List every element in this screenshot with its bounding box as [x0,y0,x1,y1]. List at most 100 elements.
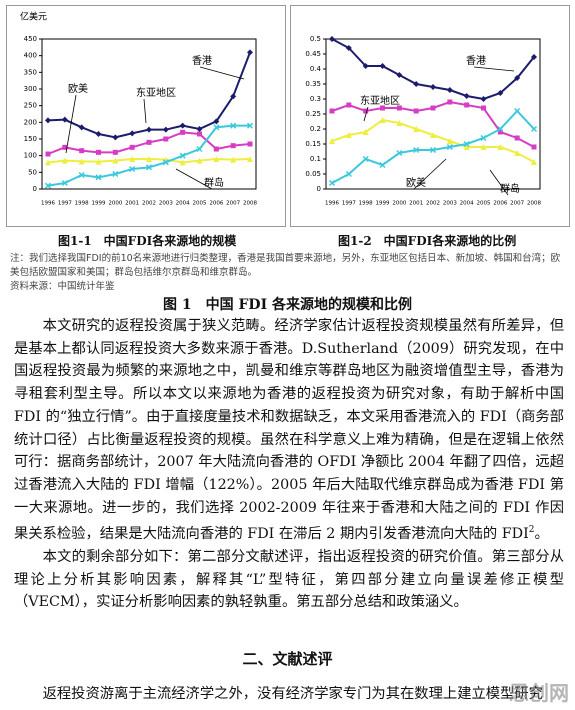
point [531,144,537,150]
point [230,93,237,100]
point [413,126,420,132]
point [446,138,453,144]
x-tick-label: 2001 [125,201,139,207]
annotation-arrow [199,66,245,80]
point [79,148,85,154]
point [446,143,453,151]
point [196,126,203,132]
point [96,149,101,155]
x-tick-label: 1997 [58,201,72,207]
point [497,125,504,133]
caption: 图1-1 中国FDI各来源地的规模 [58,234,237,248]
series-label: 香港 [466,55,486,67]
footnote-mark: 2 [528,525,535,536]
point [481,105,486,111]
point [45,151,51,157]
x-tick-label: 2008 [527,201,541,207]
y-tick-label: 0.1 [310,155,321,163]
point [530,125,538,133]
point [480,134,487,142]
point [497,129,503,135]
annotation-arrow [65,94,77,154]
frame [6,5,286,227]
body-text: 返程投资游离于主流经济学之外，没有经济学家专门为其在数理上建立模型研究 [14,683,564,706]
point [44,182,52,189]
x-tick-label: 2003 [159,201,173,207]
point [396,149,403,157]
point [95,158,102,165]
body-text: 本文研究的返程投资属于狭义范畴。经济学家估计返程投资规模虽然有所差异，但是基本上… [14,315,564,614]
x-tick-label: 1998 [359,201,373,207]
x-tick-label: 2001 [409,201,423,207]
point [213,156,220,162]
point [430,105,436,111]
point [129,165,136,173]
point [196,157,203,164]
series-label: 欧美 [68,82,88,95]
point [62,144,68,150]
point [328,179,336,187]
series-label: 群岛 [204,176,224,189]
y-tick-label: 100 [24,152,37,160]
point [413,146,420,154]
series-line [47,124,250,187]
point [162,159,169,166]
y-tick-label: 0.15 [305,140,321,148]
point [446,87,453,93]
point [78,124,85,131]
y-tick-label: 50 [28,168,37,176]
point [480,96,487,102]
plot-area [41,38,257,190]
source: 资料来源：中国统计年鉴 [10,281,115,292]
point [362,129,369,135]
point [112,157,119,164]
axis-unit: 亿美元 [20,11,47,23]
point [146,156,152,162]
point [531,159,537,165]
point [163,136,169,142]
point [514,107,521,115]
point [514,75,521,81]
point [180,129,186,135]
x-tick-label: 2000 [108,201,122,207]
point [380,105,385,111]
x-tick-label: 2002 [426,201,440,207]
paragraph-text: 本文研究的返程投资属于狭义范畴。经济学家估计返程投资规模虽然有所差异，但是基本上… [14,318,564,543]
y-tick-label: 150 [24,135,37,143]
point [95,174,102,181]
x-tick-label: 2006 [493,201,507,207]
point [379,161,386,169]
y-tick-label: 0 [33,185,37,193]
point [78,171,85,179]
x-tick-label: 2007 [226,201,240,207]
point [179,122,186,129]
point [430,132,436,138]
point [61,179,68,187]
y-tick-label: 0.3 [310,95,321,103]
paragraph: 返程投资游离于主流经济学之外，没有经济学家专门为其在数理上建立模型研究 [42,686,543,702]
point [247,141,253,147]
point [346,102,352,108]
point [363,108,369,114]
annotation-arrow [473,66,515,72]
y-tick-label: 350 [24,68,37,76]
point [463,144,470,150]
y-tick-label: 0.5 [310,35,321,43]
point [146,126,152,133]
y-tick-label: 450 [24,35,37,43]
point [464,102,470,108]
point [162,126,169,133]
point [213,124,220,131]
annotation-arrow [413,158,447,190]
y-tick-label: 0.2 [310,125,321,133]
annotation-arrow [363,106,369,122]
point [196,145,203,153]
x-tick-label: 2003 [443,201,457,207]
chart-share: 0 0.05 0.1 0.15 0.2 0.25 0.3 0.35 0.4 0.45 0.5 1996… [290,5,570,227]
point [61,157,68,164]
x-tick-label: 1997 [342,201,356,207]
point [230,122,237,129]
point [480,144,487,150]
y-tick-label: 400 [24,52,37,60]
